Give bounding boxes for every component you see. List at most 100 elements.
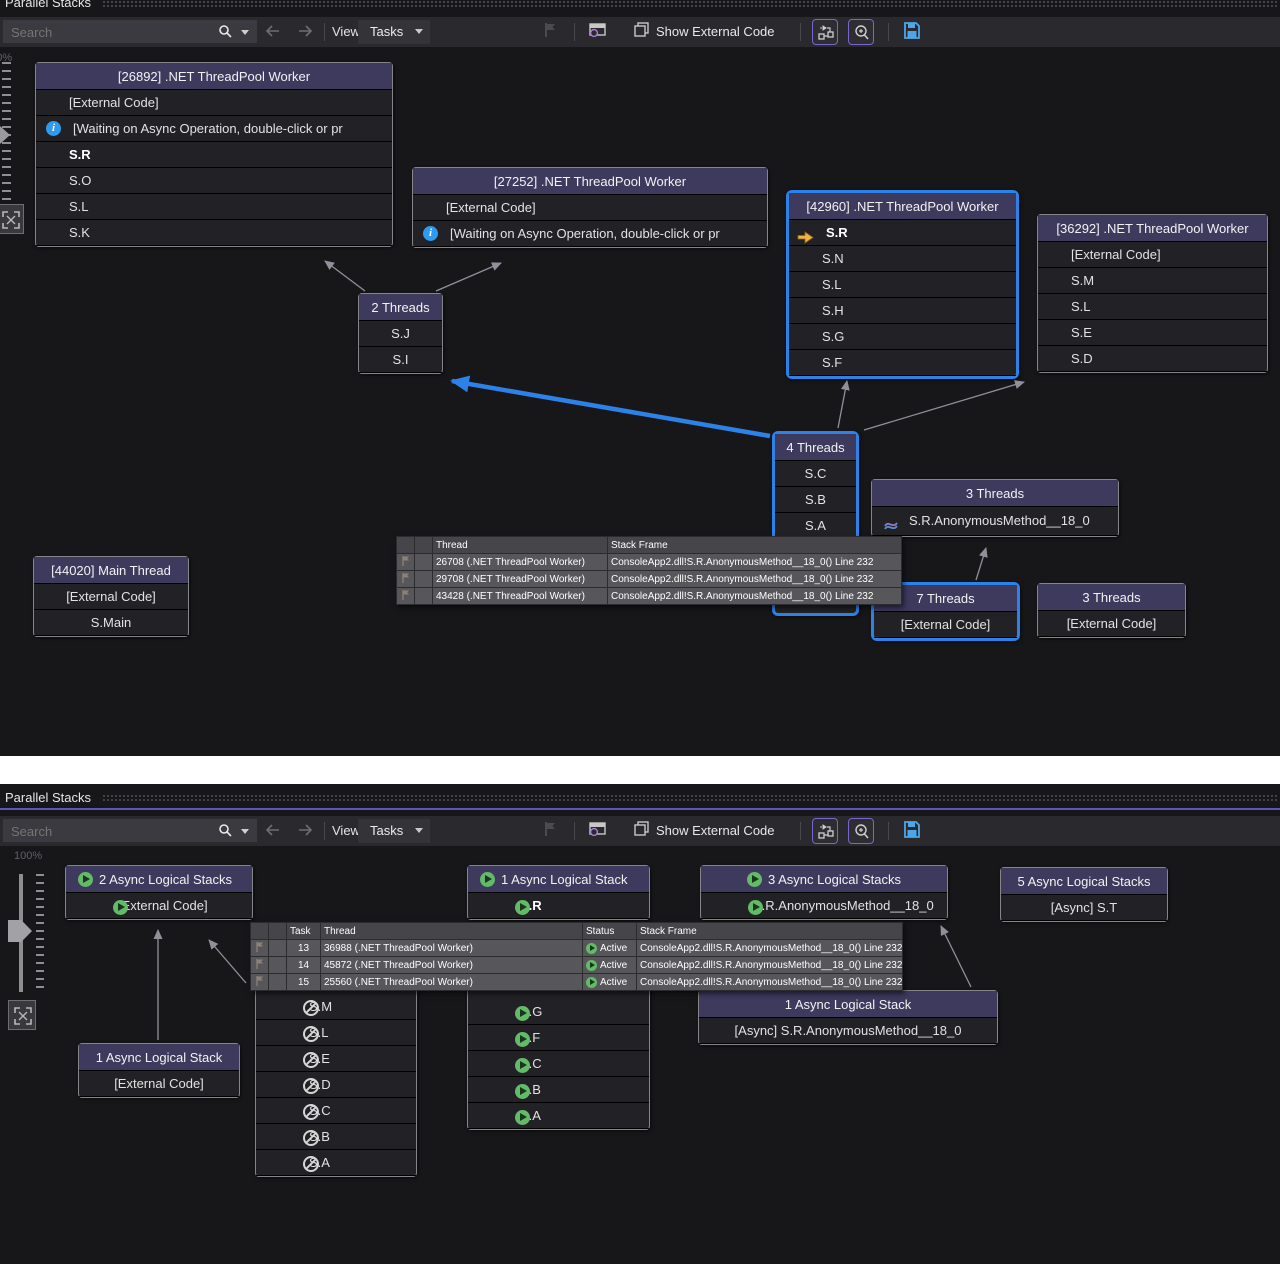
stack-frame[interactable]: S.B <box>775 487 856 513</box>
flag-cell[interactable] <box>250 973 269 991</box>
show-external-code-label[interactable]: Show External Code <box>656 24 775 39</box>
thread-cell[interactable]: 26708 (.NET ThreadPool Worker) <box>432 553 608 571</box>
stack-frame[interactable]: S.L <box>789 272 1016 298</box>
search-options-caret-icon[interactable] <box>241 829 249 834</box>
stack-frame[interactable]: S.A <box>468 1103 649 1129</box>
async-node-1-stack-anonymous[interactable]: 1 Async Logical Stack [Async] S.R.Anonym… <box>698 990 998 1045</box>
thread-cell[interactable]: 43428 (.NET ThreadPool Worker) <box>432 587 608 605</box>
task-cell[interactable]: 15 <box>286 973 321 991</box>
flag-cell[interactable] <box>250 939 269 957</box>
stack-frame[interactable]: S.G <box>468 999 649 1025</box>
table-row[interactable]: 43428 (.NET ThreadPool Worker) ConsoleAp… <box>396 587 902 605</box>
stack-frame[interactable]: [External Code] <box>1038 242 1267 268</box>
async-node-1-stack-sr[interactable]: 1 Async Logical Stack S.R <box>467 865 650 920</box>
show-external-code-label[interactable]: Show External Code <box>656 823 775 838</box>
async-node-1-stack-external[interactable]: 1 Async Logical Stack [External Code] <box>78 1043 240 1098</box>
table-row[interactable]: 15 25560 (.NET ThreadPool Worker) Active… <box>250 973 903 991</box>
stack-frame[interactable]: [External Code] <box>79 1071 239 1097</box>
stack-frame[interactable]: S.E <box>1038 320 1267 346</box>
table-row[interactable]: 29708 (.NET ThreadPool Worker) ConsoleAp… <box>396 570 902 588</box>
stack-node-thread-36292[interactable]: [36292] .NET ThreadPool Worker [External… <box>1037 214 1268 373</box>
stack-frame[interactable]: S.K <box>36 220 392 246</box>
stack-frame[interactable]: S.J <box>359 321 442 347</box>
zoom-thumb[interactable] <box>8 920 32 942</box>
flag-icon[interactable] <box>542 21 560 44</box>
stack-node-thread-42960[interactable]: [42960] .NET ThreadPool Worker S.R S.N S… <box>786 190 1019 379</box>
node-title[interactable]: [27252] .NET ThreadPool Worker <box>413 168 767 195</box>
stack-frame[interactable]: S.N <box>789 246 1016 272</box>
stack-frame[interactable]: S.E <box>256 1046 416 1072</box>
stack-frame[interactable]: [External Code] <box>34 584 188 610</box>
async-node-2-stacks[interactable]: 2 Async Logical Stacks [External Code] <box>65 865 253 920</box>
zoom-on-click-button[interactable] <box>848 818 874 844</box>
zoom-on-click-button[interactable] <box>848 19 874 45</box>
view-dropdown[interactable]: Tasks <box>358 819 430 843</box>
zoom-thumb[interactable] <box>0 126 10 144</box>
frame-cell[interactable]: ConsoleApp2.dll!S.R.AnonymousMethod__18_… <box>607 587 902 605</box>
back-arrow-icon[interactable] <box>263 23 283 44</box>
stack-frame[interactable]: S.R <box>36 142 392 168</box>
stack-frame[interactable]: S.L <box>1038 294 1267 320</box>
methods-view-toggle-button[interactable] <box>812 818 838 844</box>
stack-node-3-threads-anonymous[interactable]: 3 Threads S.R.AnonymousMethod__18_0 <box>871 479 1119 537</box>
stack-frame[interactable]: S.D <box>1038 346 1267 372</box>
stack-frame[interactable]: S.D <box>256 1072 416 1098</box>
flag-cell[interactable] <box>250 956 269 974</box>
search-input[interactable] <box>9 21 208 44</box>
stack-frame[interactable]: [Async] S.T <box>1001 895 1167 921</box>
task-cell[interactable]: 13 <box>286 939 321 957</box>
status-cell[interactable]: Active <box>582 956 637 974</box>
thread-cell[interactable]: 45872 (.NET ThreadPool Worker) <box>320 956 583 974</box>
stack-frame[interactable]: S.R <box>468 893 649 919</box>
node-title[interactable]: 3 Threads <box>872 480 1118 507</box>
node-title[interactable]: [36292] .NET ThreadPool Worker <box>1038 215 1267 242</box>
stack-frame[interactable]: S.L <box>36 194 392 220</box>
thread-cell[interactable]: 36988 (.NET ThreadPool Worker) <box>320 939 583 957</box>
stack-node-main-thread[interactable]: [44020] Main Thread [External Code] S.Ma… <box>33 556 189 637</box>
stack-frame[interactable]: S.O <box>36 168 392 194</box>
flag-cell[interactable] <box>396 570 415 588</box>
stack-frame[interactable]: S.Main <box>34 610 188 636</box>
async-node-3-stacks[interactable]: 3 Async Logical Stacks S.R.AnonymousMeth… <box>700 865 948 920</box>
thread-cell[interactable]: 29708 (.NET ThreadPool Worker) <box>432 570 608 588</box>
show-flagged-only-icon[interactable] <box>588 21 608 44</box>
frame-cell[interactable]: ConsoleApp2.dll!S.R.AnonymousMethod__18_… <box>636 956 903 974</box>
thread-cell[interactable]: 25560 (.NET ThreadPool Worker) <box>320 973 583 991</box>
stack-frame[interactable]: S.G <box>789 324 1016 350</box>
table-row[interactable]: 13 36988 (.NET ThreadPool Worker) Active… <box>250 939 903 957</box>
node-title[interactable]: [44020] Main Thread <box>34 557 188 584</box>
stack-frame[interactable]: S.R.AnonymousMethod__18_0 <box>701 893 947 919</box>
search-box[interactable] <box>2 818 258 843</box>
stack-frame[interactable]: S.C <box>775 461 856 487</box>
node-title[interactable]: 2 Async Logical Stacks <box>66 866 252 893</box>
stack-frame[interactable]: S.M <box>1038 268 1267 294</box>
stack-frame[interactable]: [External Code] <box>36 90 392 116</box>
flag-icon[interactable] <box>542 820 560 843</box>
stack-frame[interactable]: [Async] S.R.AnonymousMethod__18_0 <box>699 1018 997 1044</box>
frame-cell[interactable]: ConsoleApp2.dll!S.R.AnonymousMethod__18_… <box>636 939 903 957</box>
forward-arrow-icon[interactable] <box>295 23 315 44</box>
node-title[interactable]: [26892] .NET ThreadPool Worker <box>36 63 392 90</box>
stack-frame[interactable]: S.A <box>256 1150 416 1176</box>
stack-frame[interactable]: S.R.AnonymousMethod__18_0 <box>872 507 1118 536</box>
stack-frame[interactable]: S.F <box>789 350 1016 376</box>
save-icon[interactable] <box>902 21 922 45</box>
show-external-code-icon[interactable] <box>632 21 652 44</box>
search-options-caret-icon[interactable] <box>241 30 249 35</box>
frame-cell[interactable]: ConsoleApp2.dll!S.R.AnonymousMethod__18_… <box>607 570 902 588</box>
fit-to-screen-button[interactable] <box>8 1000 36 1030</box>
back-arrow-icon[interactable] <box>263 822 283 843</box>
stack-frame[interactable]: S.F <box>468 1025 649 1051</box>
stack-frame[interactable]: [External Code] <box>66 893 252 919</box>
stack-frame[interactable]: S.C <box>468 1051 649 1077</box>
save-icon[interactable] <box>902 820 922 844</box>
status-cell[interactable]: Active <box>582 973 637 991</box>
stack-frame[interactable]: S.M <box>256 994 416 1020</box>
node-title[interactable]: 1 Async Logical Stack <box>699 991 997 1018</box>
show-external-code-icon[interactable] <box>632 820 652 843</box>
stack-frame[interactable]: [Waiting on Async Operation, double-clic… <box>413 221 767 247</box>
task-cell[interactable]: 14 <box>286 956 321 974</box>
stack-frame[interactable]: S.B <box>468 1077 649 1103</box>
stack-frame[interactable]: [External Code] <box>413 195 767 221</box>
node-title[interactable]: 4 Threads <box>775 434 856 461</box>
